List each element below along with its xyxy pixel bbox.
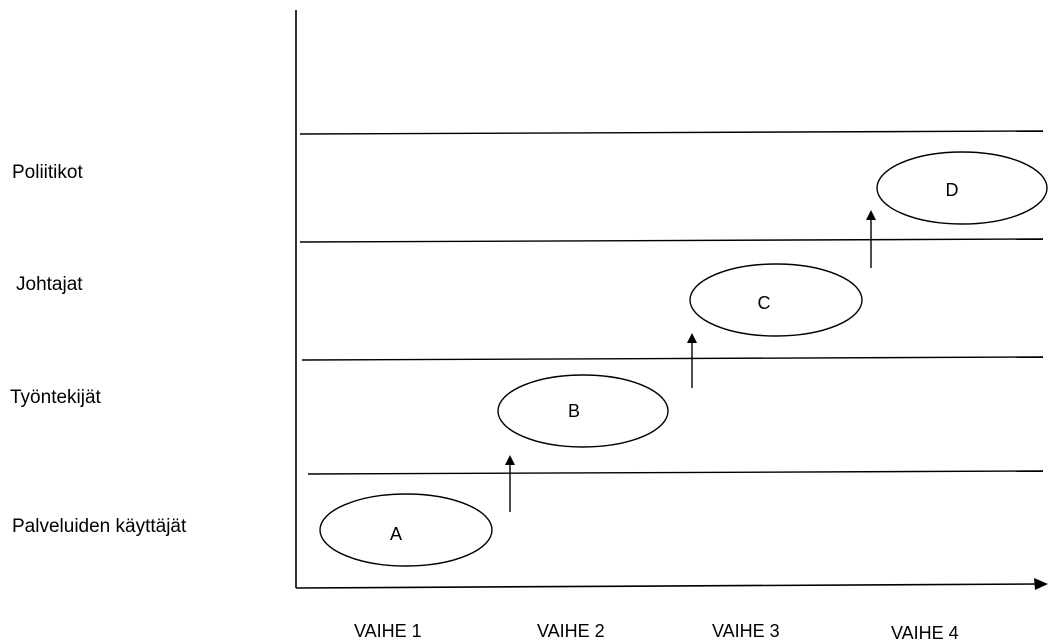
row-separator-4 bbox=[307, 470, 1044, 475]
node-d-ellipse bbox=[876, 151, 1048, 225]
row-label-palveluiden-kayttajat: Palveluiden käyttäjät bbox=[12, 516, 187, 537]
row-separator-3 bbox=[301, 356, 1044, 361]
node-b-ellipse bbox=[497, 374, 669, 448]
row-label-tyontekijat: Työntekijät bbox=[10, 387, 102, 408]
row-separator-2 bbox=[299, 238, 1044, 243]
node-a-ellipse bbox=[319, 493, 493, 567]
x-axis-line bbox=[295, 583, 1039, 589]
x-axis-arrowhead bbox=[1034, 578, 1048, 590]
node-b-label: B bbox=[568, 401, 580, 421]
stage-label-vaihe-4: VAIHE 4 bbox=[891, 623, 959, 641]
row-separator-1 bbox=[299, 130, 1044, 135]
stage-label-vaihe-3: VAIHE 3 bbox=[712, 621, 780, 641]
stage-label-vaihe-2: VAIHE 2 bbox=[537, 621, 605, 641]
node-c-label: C bbox=[758, 293, 771, 313]
node-a-label: A bbox=[390, 524, 402, 544]
stage-label-vaihe-1: VAIHE 1 bbox=[354, 621, 422, 641]
row-label-johtajat: Johtajat bbox=[16, 274, 83, 295]
row-label-poliitikot: Poliitikot bbox=[12, 162, 83, 183]
node-c-ellipse bbox=[689, 263, 863, 337]
node-d-label: D bbox=[946, 180, 959, 200]
